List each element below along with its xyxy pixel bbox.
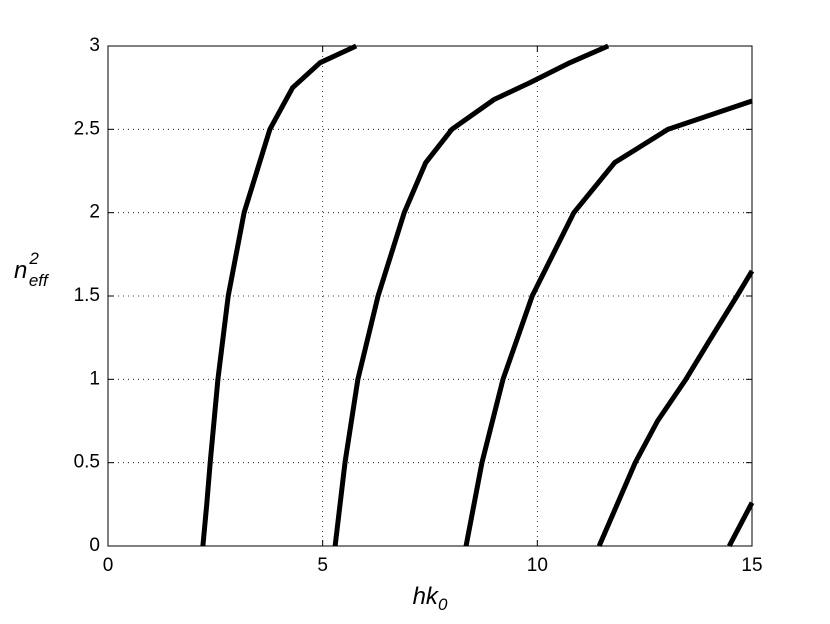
y-tick-label: 1 <box>89 368 100 389</box>
x-tick-label: 15 <box>741 555 762 576</box>
y-tick-label: 0.5 <box>74 452 100 473</box>
curve <box>596 269 755 547</box>
x-label-sub: 0 <box>438 595 448 614</box>
y-axis-label: n 2 eff <box>14 249 50 290</box>
x-tick-label: 10 <box>527 555 548 576</box>
x-label-base: hk <box>413 583 440 610</box>
curve <box>332 43 610 547</box>
y-tick-label: 1.5 <box>74 285 100 306</box>
x-tick-label: 0 <box>103 555 114 576</box>
curve <box>200 43 358 547</box>
y-tick-label: 2.5 <box>74 118 100 139</box>
y-label-base: n <box>14 257 27 284</box>
x-tick-label: 5 <box>317 555 328 576</box>
y-label-sup: 2 <box>28 249 39 268</box>
y-tick-label: 3 <box>89 35 100 56</box>
plot-frame <box>107 45 753 547</box>
x-axis-label: hk0 <box>413 583 448 614</box>
y-tick-label: 0 <box>89 535 100 556</box>
curve <box>463 98 753 547</box>
curve <box>727 501 755 548</box>
y-label-sub: eff <box>29 271 50 290</box>
y-tick-label: 2 <box>89 202 100 223</box>
